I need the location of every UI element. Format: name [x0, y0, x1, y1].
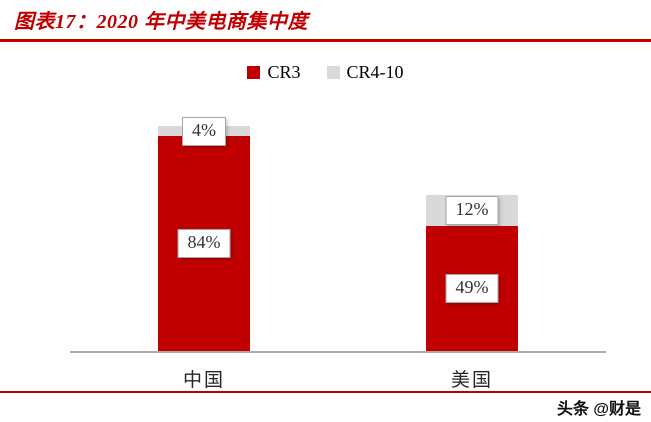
footer-divider	[0, 391, 651, 393]
legend-swatch-cr3	[247, 66, 261, 79]
legend-item-cr4-10: CR4-10	[326, 62, 404, 83]
bar-group-usa: 49% 12%	[338, 95, 606, 351]
legend-swatch-cr4-10	[326, 66, 340, 79]
figure-footer: 头条 @财是	[0, 391, 651, 422]
legend-label-cr3: CR3	[267, 62, 301, 82]
plot-area: 84% 4% 49% 12%	[70, 95, 606, 353]
x-axis-labels: 中国 美国	[70, 365, 606, 392]
x-label-china: 中国	[182, 370, 225, 391]
bar-group-china: 84% 4%	[70, 95, 338, 351]
watermark: 头条 @财是	[556, 401, 641, 418]
legend: CR3 CR4-10	[0, 62, 651, 83]
legend-label-cr4-10: CR4-10	[346, 62, 404, 82]
figure-title: 图表17：2020 年中美电商集中度	[14, 11, 308, 33]
bar-value-label: 12%	[445, 196, 499, 225]
bar-value-label: 4%	[182, 117, 226, 146]
bar-value-label: 49%	[445, 274, 499, 303]
legend-item-cr3: CR3	[247, 62, 301, 83]
figure-header: 图表17：2020 年中美电商集中度	[0, 0, 651, 42]
bar-value-label: 84%	[177, 229, 231, 258]
chart: CR3 CR4-10 84% 4% 49% 12% 中国 美国	[0, 62, 651, 392]
x-label-usa: 美国	[450, 370, 493, 391]
